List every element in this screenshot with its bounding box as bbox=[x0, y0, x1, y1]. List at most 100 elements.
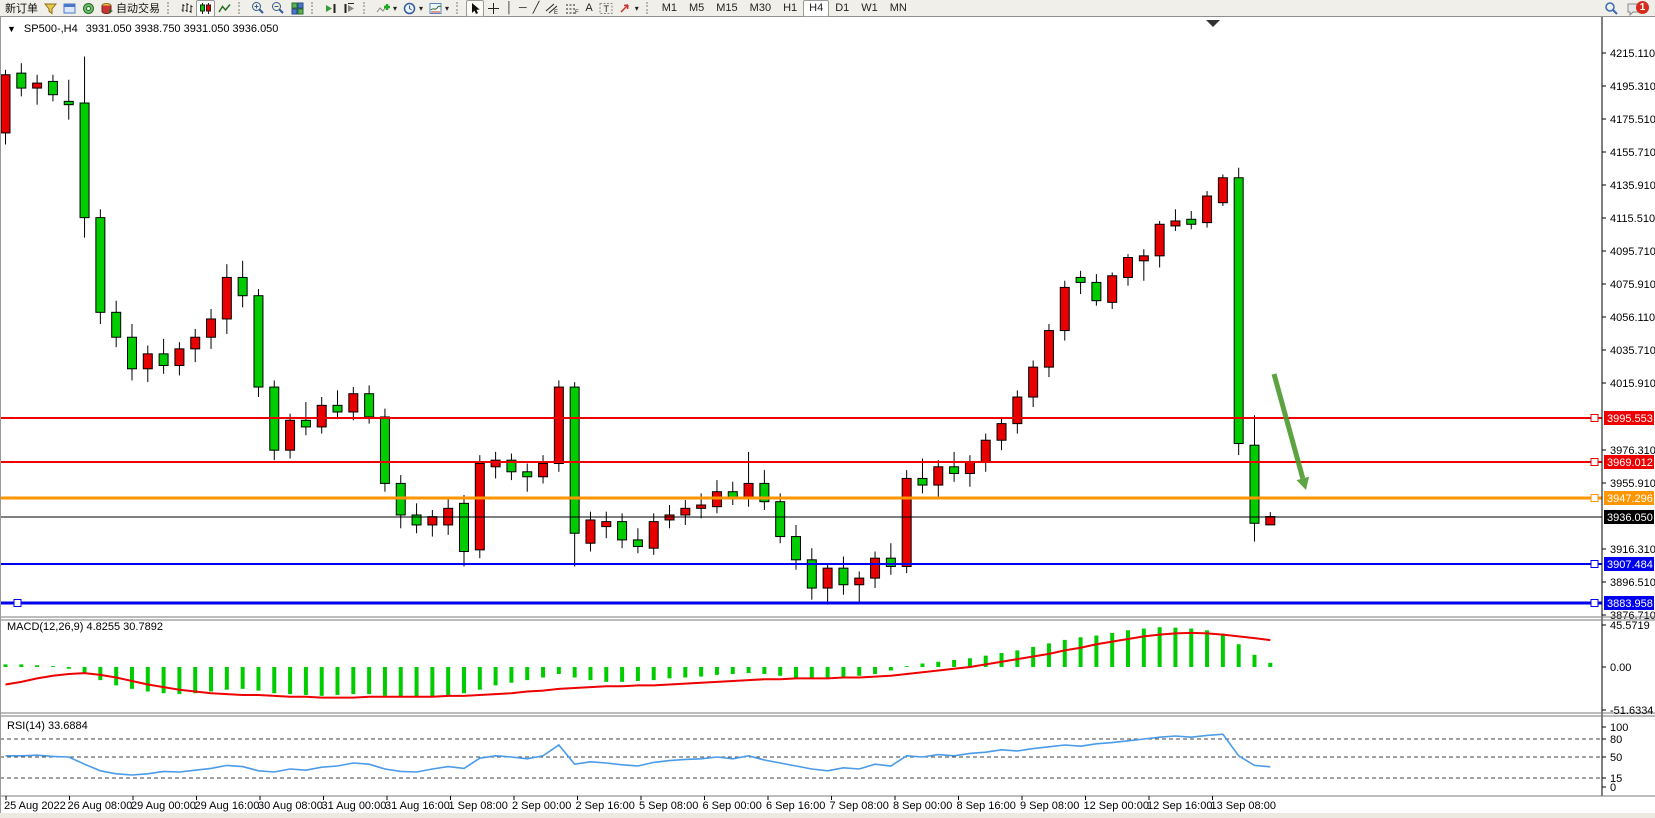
auto-scroll-icon bbox=[326, 3, 336, 13]
crosshair-tool-button[interactable] bbox=[484, 1, 503, 16]
trendline-tool-button[interactable]: ╱ bbox=[530, 1, 543, 16]
zoom-in-button[interactable] bbox=[248, 1, 268, 16]
channel-tool-button[interactable]: E bbox=[542, 1, 562, 16]
toolbar-right-group: 1 bbox=[1604, 0, 1655, 16]
line-chart-button[interactable] bbox=[215, 1, 234, 16]
periods-dropdown-caret[interactable]: ▾ bbox=[419, 3, 424, 13]
candle-body bbox=[506, 459, 517, 473]
timeframe-m1-button[interactable]: M1 bbox=[661, 2, 677, 14]
candle-body bbox=[1123, 257, 1134, 278]
chart-shift-button[interactable] bbox=[340, 1, 359, 16]
timeframe-h1-button[interactable]: H1 bbox=[783, 2, 798, 14]
toolbar-separator bbox=[456, 2, 463, 14]
rsi-line bbox=[5, 733, 1271, 776]
price-axis-tick-label: 3916.310 bbox=[1610, 544, 1655, 556]
timeframe-m5-button[interactable]: M5 bbox=[688, 2, 705, 14]
candle-body bbox=[316, 404, 327, 428]
price-axis-tick-label: 4115.510 bbox=[1610, 213, 1655, 225]
autotrading-icon bbox=[101, 2, 113, 14]
toolbar-separator bbox=[363, 2, 370, 14]
date-axis-label: 31 Aug 00:00 bbox=[322, 800, 387, 812]
candle-body bbox=[617, 521, 628, 541]
market-watch-button[interactable] bbox=[41, 1, 60, 16]
date-axis-label: 29 Aug 00:00 bbox=[131, 800, 196, 812]
main-toolbar: 新订单 自动交易 bbox=[0, 0, 1655, 17]
candle-body bbox=[190, 336, 201, 350]
candle-body bbox=[490, 459, 501, 468]
hline-handle[interactable] bbox=[1590, 599, 1599, 607]
candle-body bbox=[1107, 275, 1118, 303]
indicators-dropdown-caret[interactable]: ▾ bbox=[393, 3, 398, 13]
timeframe-mn-button[interactable]: MN bbox=[889, 2, 907, 14]
candle-body bbox=[917, 477, 928, 486]
hline-handle[interactable] bbox=[1590, 414, 1599, 422]
templates-button[interactable]: ▾ bbox=[426, 1, 452, 16]
candle-body bbox=[1202, 195, 1213, 224]
chart-title: ▼ SP500-,H4 3931.050 3938.750 3931.050 3… bbox=[7, 23, 278, 35]
candle-body bbox=[553, 386, 564, 464]
timeframe-d1-button[interactable]: D1 bbox=[835, 2, 850, 14]
timeframe-m30-button[interactable]: M30 bbox=[749, 2, 772, 14]
macd-axis-label: -51.6334 bbox=[1610, 705, 1653, 717]
hline-handle[interactable] bbox=[1590, 494, 1599, 502]
candle-body bbox=[949, 466, 960, 474]
chart-shift-marker[interactable] bbox=[1206, 20, 1220, 27]
timeframe-h4-button[interactable]: H4 bbox=[803, 0, 830, 17]
candle-body bbox=[680, 507, 691, 516]
templates-dropdown-caret[interactable]: ▾ bbox=[445, 3, 450, 13]
candle-body bbox=[32, 82, 43, 89]
candle-body bbox=[142, 353, 153, 370]
tile-windows-button[interactable] bbox=[288, 1, 307, 16]
candle-body bbox=[300, 419, 311, 428]
trend-arrow-head[interactable] bbox=[1296, 476, 1310, 490]
arrows-tool-button[interactable]: ▾ bbox=[616, 1, 642, 16]
arrows-dropdown-caret[interactable]: ▾ bbox=[634, 3, 639, 13]
data-window-button[interactable] bbox=[60, 1, 79, 16]
cursor-tool-button[interactable] bbox=[466, 0, 485, 17]
autotrading-label: 自动交易 bbox=[116, 3, 160, 15]
hline-handle[interactable] bbox=[1590, 560, 1599, 568]
navigator-button[interactable] bbox=[79, 1, 98, 16]
trend-arrow-shaft[interactable] bbox=[1271, 373, 1306, 480]
timeframe-m15-button[interactable]: M15 bbox=[716, 2, 738, 14]
search-icon[interactable] bbox=[1604, 1, 1619, 16]
price-axis-tick-label: 4155.710 bbox=[1610, 147, 1655, 159]
candle-body bbox=[838, 567, 849, 586]
price-line-badge bbox=[1604, 510, 1654, 524]
timeframe-w1-button[interactable]: W1 bbox=[861, 2, 878, 14]
periods-button[interactable]: ▾ bbox=[400, 1, 426, 16]
tile-windows-icon bbox=[291, 2, 304, 14]
date-axis-background bbox=[0, 796, 1655, 813]
symbol-collapse-arrow[interactable]: ▼ bbox=[7, 24, 16, 34]
horizontal-line-tool-button[interactable]: ─ bbox=[516, 1, 530, 16]
hline-handle[interactable] bbox=[13, 599, 22, 607]
date-axis-label: 6 Sep 00:00 bbox=[703, 800, 762, 812]
candle-body bbox=[569, 386, 580, 534]
bar-chart-button[interactable] bbox=[177, 1, 196, 16]
rsi-axis-label: 100 bbox=[1610, 722, 1628, 734]
candle-body bbox=[111, 311, 122, 338]
auto-scroll-button[interactable] bbox=[321, 1, 340, 16]
price-line-badge bbox=[1604, 411, 1654, 425]
text-label-tool-button[interactable]: T bbox=[596, 1, 616, 16]
crosshair-icon bbox=[488, 2, 500, 14]
indicators-button[interactable]: ▾ bbox=[373, 1, 400, 16]
candle-body bbox=[1059, 286, 1070, 332]
autotrading-button[interactable]: 自动交易 bbox=[98, 1, 163, 16]
price-line-badge-text: 3947.296 bbox=[1607, 493, 1653, 505]
fibonacci-tool-button[interactable]: F bbox=[562, 1, 582, 16]
hline-handle[interactable] bbox=[1590, 458, 1599, 466]
vertical-line-tool-button[interactable]: │ bbox=[503, 1, 516, 16]
text-tool-button[interactable]: A bbox=[582, 1, 595, 16]
candle-body bbox=[1043, 330, 1054, 368]
notification-badge: 1 bbox=[1636, 0, 1649, 14]
price-axis-tick-label: 4035.710 bbox=[1610, 345, 1655, 357]
candlestick-chart-button[interactable] bbox=[196, 0, 215, 17]
new-order-label: 新订单 bbox=[5, 3, 38, 15]
notifications-button[interactable]: 1 bbox=[1627, 0, 1649, 16]
zoom-out-button[interactable] bbox=[268, 1, 288, 16]
date-axis-label: 8 Sep 16:00 bbox=[957, 800, 1016, 812]
new-order-button[interactable]: 新订单 bbox=[2, 1, 41, 16]
candle-body bbox=[1265, 516, 1276, 526]
